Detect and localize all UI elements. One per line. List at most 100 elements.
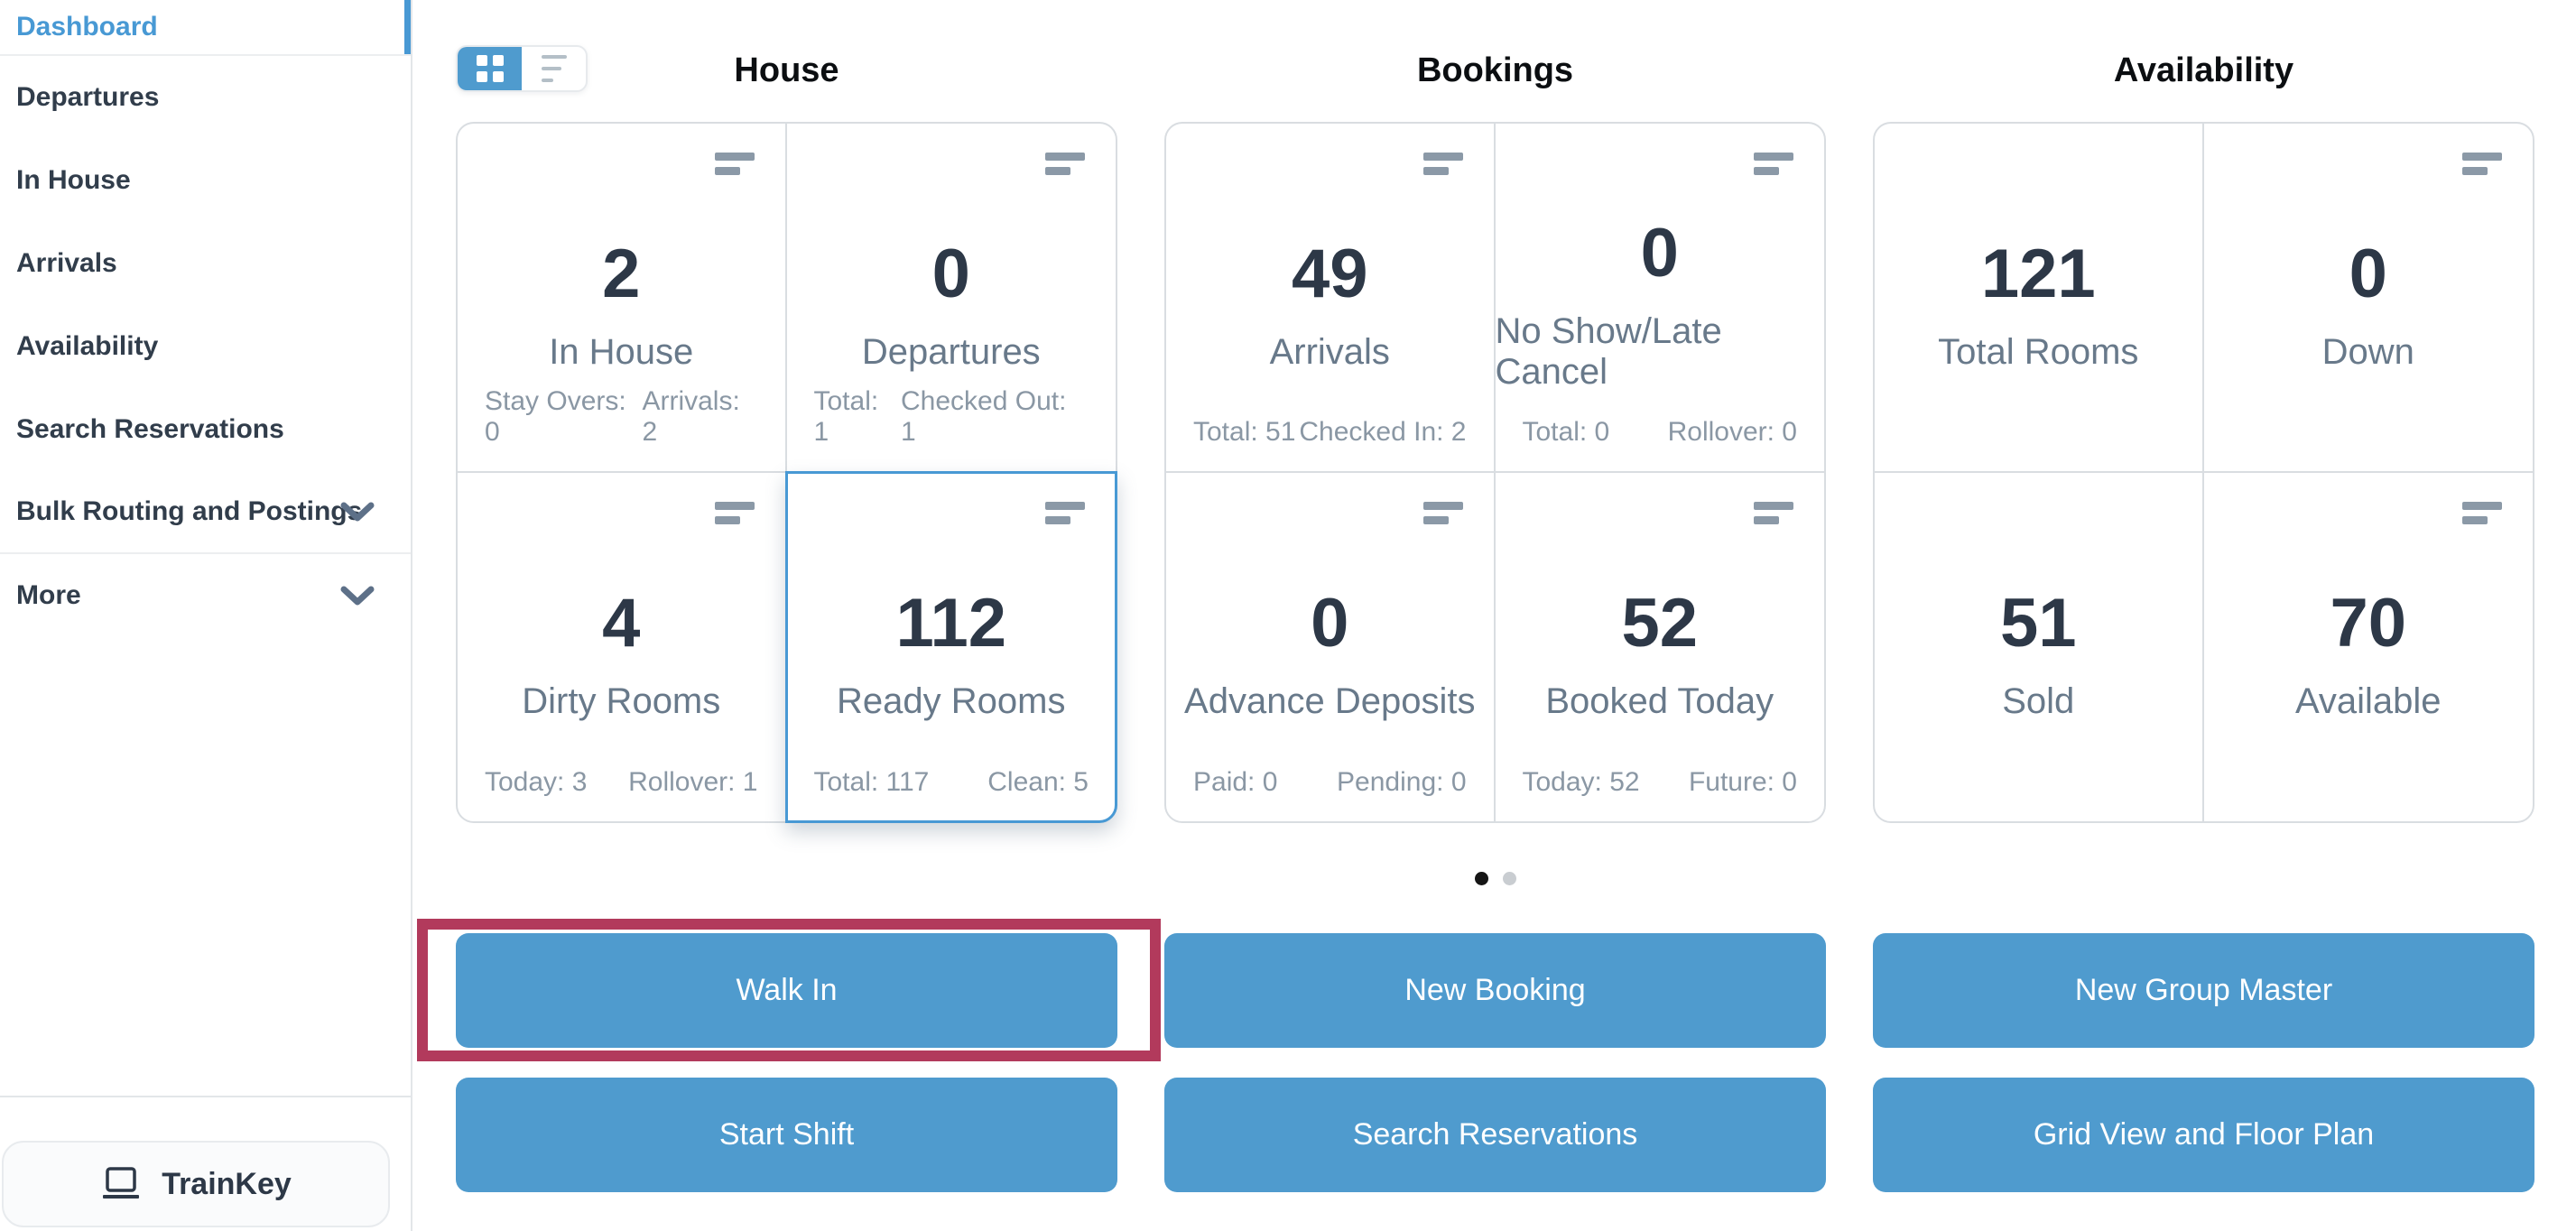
new-group-master-button[interactable]: New Group Master [1873, 933, 2534, 1048]
dashboard-main: House Bookings Availability 2 In House S… [414, 0, 2576, 1231]
sidebar-item-in-house[interactable]: In House [0, 139, 411, 222]
card-menu-icon[interactable] [1422, 501, 1463, 524]
stat-card-departures[interactable]: 0 Departures Total: 1 Checked Out: 1 [786, 124, 1117, 473]
sidebar-item-departures[interactable]: Departures [0, 56, 411, 139]
pagination-dot-2[interactable] [1502, 871, 1516, 885]
sidebar-item-availability[interactable]: Availability [0, 305, 411, 388]
substat-left: Today: 3 [485, 767, 588, 797]
quick-action-buttons: Walk In New Booking New Group Master Sta… [456, 933, 2534, 1192]
grid-view-toggle[interactable] [458, 47, 522, 90]
sidebar-item-label: In House [16, 165, 131, 195]
stat-value: 52 [1621, 585, 1699, 662]
chevron-down-icon [340, 502, 375, 522]
view-mode-toggle [456, 45, 588, 92]
stat-card-dirty-rooms[interactable]: 4 Dirty Rooms Today: 3 Rollover: 1 [458, 472, 787, 822]
stat-card-no-show-late-cancel[interactable]: 0 No Show/Late Cancel Total: 0 Rollover:… [1495, 124, 1825, 473]
card-menu-icon[interactable] [1754, 153, 1793, 175]
stat-card-available[interactable]: 70 Available [2204, 473, 2534, 822]
stat-value: 4 [602, 585, 641, 662]
sidebar-item-label: Arrivals [16, 248, 117, 278]
stat-value: 70 [2330, 585, 2407, 662]
stat-substats: Total: 1 Checked Out: 1 [814, 386, 1089, 448]
stat-card-body: 0 Advance Deposits [1166, 473, 1494, 822]
stat-card-down[interactable]: 0 Down [2203, 124, 2534, 473]
section-title-availability: Availability [2113, 51, 2294, 89]
trainkey-button[interactable]: TrainKey [2, 1141, 390, 1227]
search-reservations-button[interactable]: Search Reservations [1164, 1078, 1826, 1192]
stat-label: Advance Deposits [1184, 681, 1476, 722]
substat-left: Total: 1 [813, 385, 879, 447]
stat-card-sold[interactable]: 51 Sold [1875, 472, 2204, 822]
stat-value: 0 [2349, 235, 2387, 312]
stat-substats: Today: 3 Rollover: 1 [485, 767, 758, 798]
stat-label: No Show/Late Cancel [1495, 311, 1722, 393]
substat-right: Clean: 5 [987, 767, 1089, 797]
laptop-icon [103, 1167, 140, 1199]
stat-label: Down [2321, 331, 2414, 372]
active-indicator [404, 0, 411, 54]
list-view-icon [541, 55, 567, 82]
substat-right: Pending: 0 [1337, 767, 1467, 797]
card-menu-icon[interactable] [2462, 153, 2502, 175]
start-shift-button[interactable]: Start Shift [456, 1078, 1117, 1192]
substat-right: Rollover: 0 [1667, 416, 1797, 447]
grid-view-floor-plan-button[interactable]: Grid View and Floor Plan [1873, 1078, 2534, 1192]
stat-label: Booked Today [1545, 681, 1774, 722]
stat-value: 0 [1311, 585, 1349, 662]
stat-value: 112 [895, 585, 1007, 662]
grid-view-icon [476, 55, 504, 82]
sidebar-item-label: Bulk Routing and Postings [16, 496, 363, 526]
stat-label: Available [2294, 681, 2442, 722]
stat-card-body: 0 Departures [787, 124, 1117, 471]
walk-in-button[interactable]: Walk In [456, 933, 1117, 1048]
stat-substats: Stay Overs: 0 Arrivals: 2 [485, 386, 758, 448]
card-menu-icon[interactable] [714, 153, 755, 175]
chevron-down-icon [340, 586, 375, 606]
sidebar-item-bulk-routing-and-postings[interactable]: Bulk Routing and Postings [0, 471, 411, 554]
substat-left: Total: 117 [813, 767, 930, 797]
stat-substats: Total: 117 Clean: 5 [814, 767, 1089, 798]
stat-card-total-rooms[interactable]: 121 Total Rooms [1875, 124, 2204, 473]
sidebar-item-arrivals[interactable]: Arrivals [0, 222, 411, 305]
stat-card-body: 52 Booked Today [1496, 473, 1825, 822]
substat-left: Total: 0 [1522, 416, 1610, 447]
stat-card-body: 2 In House [458, 124, 785, 471]
stat-card-advance-deposits[interactable]: 0 Advance Deposits Paid: 0 Pending: 0 [1166, 472, 1496, 822]
new-booking-button[interactable]: New Booking [1164, 933, 1826, 1048]
card-menu-icon[interactable] [1045, 153, 1085, 175]
stat-substats: Total: 51 Checked In: 2 [1193, 417, 1467, 448]
stat-card-arrivals[interactable]: 49 Arrivals Total: 51 Checked In: 2 [1166, 124, 1496, 473]
card-menu-icon[interactable] [1754, 501, 1793, 524]
substat-right: Checked In: 2 [1299, 416, 1467, 447]
pagination-dot-1[interactable] [1474, 871, 1488, 885]
list-view-toggle[interactable] [522, 47, 586, 90]
stat-substats: Total: 0 Rollover: 0 [1523, 417, 1798, 448]
card-menu-icon[interactable] [714, 501, 755, 524]
stat-card-body: 70 Available [2204, 473, 2534, 822]
card-menu-icon[interactable] [1045, 501, 1085, 524]
card-menu-icon[interactable] [2462, 501, 2502, 524]
carousel-pagination [456, 823, 2534, 933]
sidebar-item-more[interactable]: More [0, 554, 411, 637]
stat-card-body: 0 Down [2204, 124, 2534, 471]
card-menu-icon[interactable] [1422, 153, 1463, 175]
stat-card-body: 0 No Show/Late Cancel [1496, 124, 1825, 471]
stat-card-body: 51 Sold [1875, 473, 2202, 822]
stat-card-body: 49 Arrivals [1166, 124, 1494, 471]
house-card-group: 2 In House Stay Overs: 0 Arrivals: 2 0 D… [456, 122, 1117, 823]
stat-label: In House [549, 331, 694, 372]
stat-card-body: 112 Ready Rooms [787, 473, 1117, 822]
sidebar-item-dashboard[interactable]: Dashboard [0, 0, 411, 56]
substat-left: Paid: 0 [1193, 767, 1278, 797]
trainkey-label: TrainKey [162, 1166, 292, 1201]
stat-card-in-house[interactable]: 2 In House Stay Overs: 0 Arrivals: 2 [458, 124, 787, 473]
substat-right: Arrivals: 2 [642, 385, 740, 447]
substat-left: Stay Overs: 0 [485, 385, 626, 447]
stat-label: Ready Rooms [837, 681, 1066, 722]
stat-card-body: 121 Total Rooms [1875, 124, 2202, 471]
stat-value: 0 [931, 235, 970, 312]
stat-card-booked-today[interactable]: 52 Booked Today Today: 52 Future: 0 [1496, 473, 1825, 822]
stat-card-body: 4 Dirty Rooms [458, 473, 785, 822]
stat-card-ready-rooms[interactable]: 112 Ready Rooms Total: 117 Clean: 5 [784, 470, 1117, 823]
sidebar-item-search-reservations[interactable]: Search Reservations [0, 388, 411, 471]
